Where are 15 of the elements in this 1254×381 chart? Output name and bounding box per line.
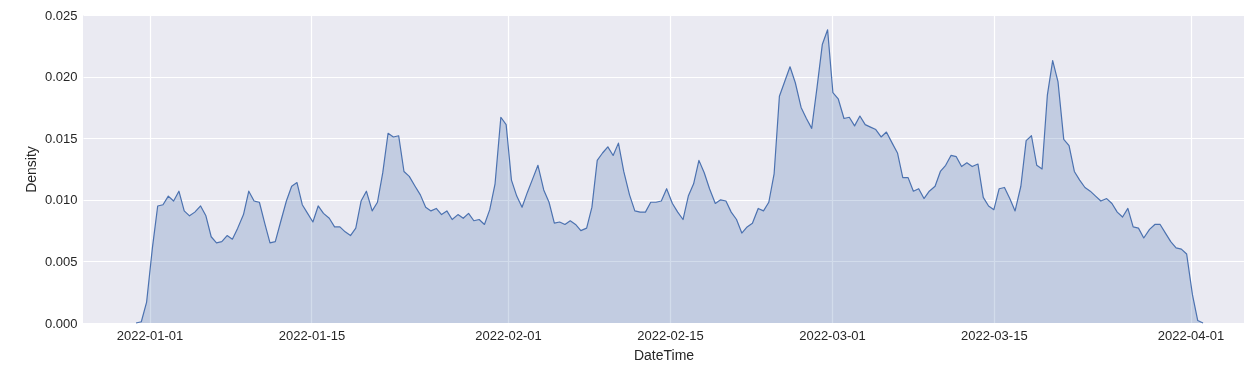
x-tick-label: 2022-01-01 [116, 327, 184, 343]
y-tick-label: 0.000 [44, 315, 78, 331]
y-tick-label: 0.020 [44, 69, 78, 85]
y-tick-label: 0.010 [44, 192, 78, 208]
y-tick-label: 0.015 [44, 130, 78, 146]
x-tick-label: 2022-01-15 [278, 327, 346, 343]
x-tick-label: 2022-02-01 [475, 327, 542, 343]
x-tick-label: 2022-03-01 [799, 327, 866, 343]
x-tick-label: 2022-02-15 [637, 327, 704, 343]
y-tick-label: 0.025 [44, 7, 78, 23]
x-axis-title: DateTime [633, 346, 695, 363]
x-tick-label: 2022-03-15 [961, 327, 1028, 343]
y-axis-title: Density [22, 146, 39, 193]
x-tick-label: 2022-04-01 [1157, 327, 1225, 343]
y-tick-label: 0.005 [44, 253, 78, 269]
